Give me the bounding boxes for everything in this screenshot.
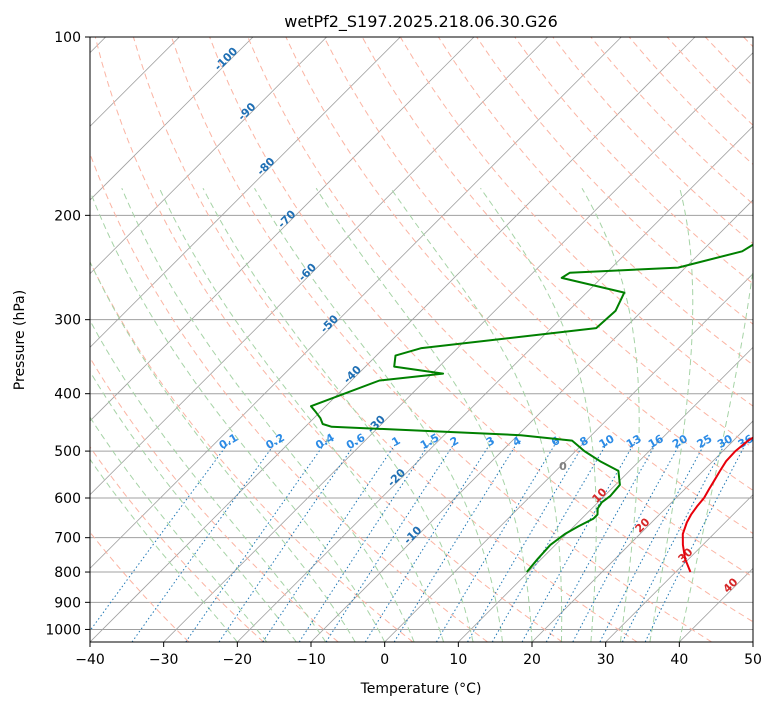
mixing-ratio-line <box>545 440 659 642</box>
mixing-ratio-line <box>364 440 493 642</box>
x-tick-label: −40 <box>75 652 105 668</box>
moist-adiabat <box>254 187 503 642</box>
dry-adiabat <box>171 37 712 642</box>
temperature-trace <box>681 436 753 573</box>
moist-adiabat <box>315 187 533 642</box>
isotherm-line <box>90 37 401 348</box>
x-tick-label: 40 <box>670 652 688 668</box>
dry-adiabat <box>247 37 753 578</box>
y-axis-label: Pressure (hPa) <box>12 290 28 390</box>
moist-adiabat <box>90 458 238 642</box>
isotherm-line <box>605 494 753 642</box>
dry-adiabat <box>90 356 339 642</box>
mixing-ratio-line <box>393 440 520 642</box>
y-axis: 100 200 300 400 500 600 700 800 900 1000 <box>45 30 90 638</box>
isotherm-line <box>384 273 753 642</box>
mixing-ratio-line <box>572 440 683 642</box>
moist-adiabat <box>202 187 474 642</box>
isotherm-line <box>90 37 622 569</box>
dry-adiabat <box>209 37 753 623</box>
isotherm-line <box>531 420 753 642</box>
mixing-ratio-line <box>218 440 358 642</box>
mixing-ratio-line <box>298 440 432 642</box>
x-tick-label: −10 <box>296 652 326 668</box>
isotherm-line <box>163 52 753 642</box>
isotherm-line <box>237 125 753 642</box>
isotherm-line <box>90 37 548 496</box>
mixing-ratio-line <box>131 440 278 642</box>
y-tick-label: 100 <box>54 30 81 46</box>
isotherm-line <box>90 37 327 275</box>
moist-adiabat <box>581 187 640 642</box>
isotherm-line <box>90 37 254 201</box>
isotherm-line <box>90 37 475 422</box>
y-tick-label: 800 <box>54 565 81 581</box>
dry-adiabat <box>285 37 753 535</box>
y-tick-label: 900 <box>54 595 81 611</box>
dry-adiabat <box>90 446 264 642</box>
dry-adiabat <box>132 37 638 642</box>
profile-traces <box>310 243 753 573</box>
chart-title: wetPf2_S197.2025.218.06.30.G26 <box>284 12 558 32</box>
mixing-ratio-line <box>467 440 587 642</box>
y-tick-label: 600 <box>54 491 81 507</box>
x-tick-label: 20 <box>523 652 541 668</box>
zero-isotherm-label: 0 <box>559 460 567 473</box>
y-tick-label: 1000 <box>45 622 81 638</box>
moist-adiabat <box>480 187 597 642</box>
mixing-ratio-line <box>185 440 328 642</box>
y-tick-label: 700 <box>54 531 81 547</box>
moist-adiabat <box>90 260 356 642</box>
y-tick-label: 200 <box>54 208 81 224</box>
y-tick-label: 400 <box>54 387 81 403</box>
mixing-ratio-line <box>435 440 558 642</box>
dry-adiabat <box>476 37 753 325</box>
x-tick-label: 10 <box>449 652 467 668</box>
x-axis-label: Temperature (°C) <box>360 681 482 697</box>
x-tick-label: −30 <box>149 652 179 668</box>
moist-adiabat <box>121 188 415 642</box>
mixing-ratio-line <box>90 440 231 632</box>
dry-adiabat <box>514 37 753 285</box>
mixing-ratio-line <box>521 440 637 642</box>
x-tick-label: 30 <box>597 652 615 668</box>
dry-adiabat <box>323 37 753 491</box>
isotherm-line <box>90 37 696 642</box>
mixing-ratio-line <box>325 440 457 642</box>
mixing-ratio-line <box>644 440 748 642</box>
moist-adiabat <box>158 187 445 642</box>
mixing-ratio-line <box>262 440 399 642</box>
moist-adiabat <box>649 188 694 642</box>
moist-adiabat <box>90 319 327 642</box>
dewpoint-trace <box>310 243 753 573</box>
moist-adiabat <box>90 189 386 642</box>
x-axis: −40 −30 −20 −10 0 10 20 30 40 50 <box>75 642 762 668</box>
y-tick-label: 300 <box>54 313 81 329</box>
x-tick-label: −20 <box>223 652 253 668</box>
x-tick-label: 50 <box>744 652 762 668</box>
plot-frame <box>89 36 754 643</box>
background-grid <box>90 37 753 642</box>
y-tick-label: 500 <box>54 444 81 460</box>
dry-adiabat <box>94 37 563 642</box>
moist-adiabat <box>678 265 753 642</box>
x-tick-label: 0 <box>380 652 389 668</box>
